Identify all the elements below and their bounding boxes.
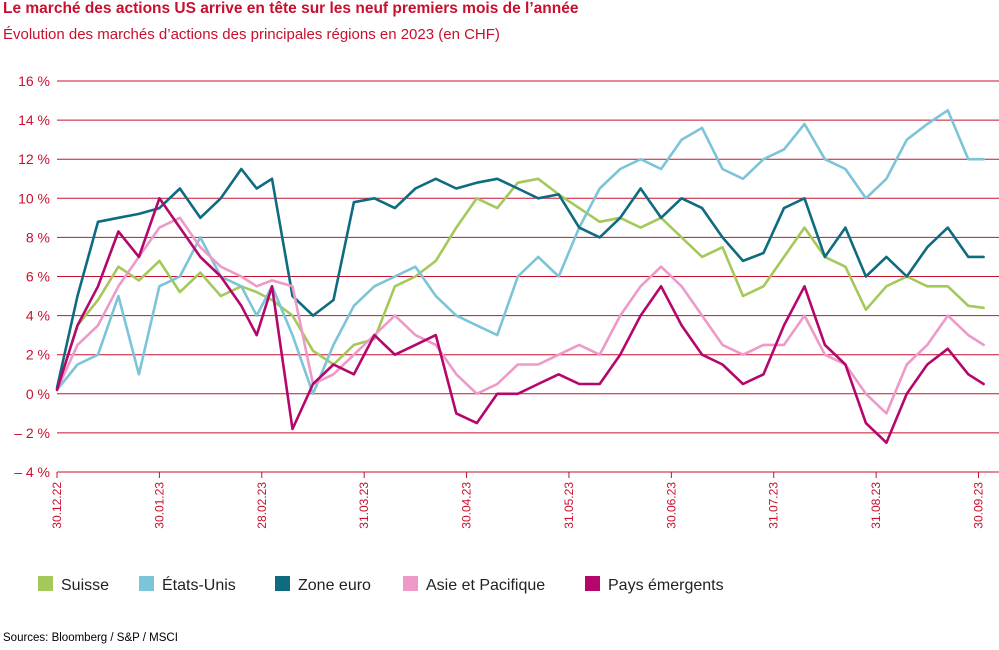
- x-tick-label: 30.06.23: [664, 482, 678, 529]
- legend-swatch: [38, 576, 53, 591]
- x-tick-label: 30.09.23: [972, 482, 986, 529]
- x-tick-label: 30.12.22: [50, 482, 64, 529]
- x-tick-label: 30.01.23: [152, 482, 166, 529]
- y-tick-label: 8 %: [26, 229, 50, 245]
- y-tick-label: 14 %: [18, 112, 50, 128]
- legend-label: États-Unis: [162, 575, 236, 594]
- series-line: [55, 109, 985, 396]
- chart-title: Le marché des actions US arrive en tête …: [3, 0, 579, 17]
- series-lines: [55, 109, 985, 445]
- legend: Suisse États-Unis Zone euro Asie et Pacifiq…: [38, 575, 724, 594]
- legend-label: Asie et Pacifique: [426, 577, 545, 594]
- legend-swatch: [585, 576, 600, 591]
- legend-swatch: [403, 576, 418, 591]
- series-line: [55, 197, 985, 445]
- x-tick-label: 31.05.23: [562, 482, 576, 529]
- gridlines: [57, 80, 999, 473]
- y-tick-label: 2 %: [26, 347, 50, 363]
- y-tick-label: 4 %: [26, 308, 50, 324]
- series-line: [55, 167, 985, 390]
- series-line: [55, 216, 985, 415]
- x-tick-label: 31.08.23: [869, 482, 883, 529]
- x-tick-label: 28.02.23: [255, 482, 269, 529]
- x-axis-ticks: 30.12.22 30.01.23 28.02.23 31.03.23 30.04.23…: [50, 472, 986, 529]
- y-tick-label: – 4 %: [14, 464, 50, 480]
- y-tick-label: 6 %: [26, 269, 50, 285]
- legend-label: Zone euro: [298, 577, 371, 594]
- y-tick-label: 10 %: [18, 190, 50, 206]
- series-line: [55, 177, 985, 392]
- legend-swatch: [275, 576, 290, 591]
- x-tick-label: 31.07.23: [767, 482, 781, 529]
- y-tick-label: 0 %: [26, 386, 50, 402]
- y-tick-label: – 2 %: [14, 425, 50, 441]
- y-axis-ticks: – 4 % – 2 % 0 % 2 % 4 % 6 % 8 % 10 % 12 % 14 % 16 …: [14, 73, 50, 480]
- chart-subtitle: Évolution des marchés d’actions des prin…: [3, 26, 500, 43]
- x-tick-label: 31.03.23: [357, 482, 371, 529]
- legend-label: Suisse: [61, 577, 109, 594]
- legend-swatch: [139, 576, 154, 591]
- y-tick-label: 16 %: [18, 73, 50, 89]
- y-tick-label: 12 %: [18, 151, 50, 167]
- source-note: Sources: Bloomberg / S&P / MSCI: [3, 632, 178, 644]
- legend-label: Pays émergents: [608, 577, 724, 594]
- x-tick-label: 30.04.23: [460, 482, 474, 529]
